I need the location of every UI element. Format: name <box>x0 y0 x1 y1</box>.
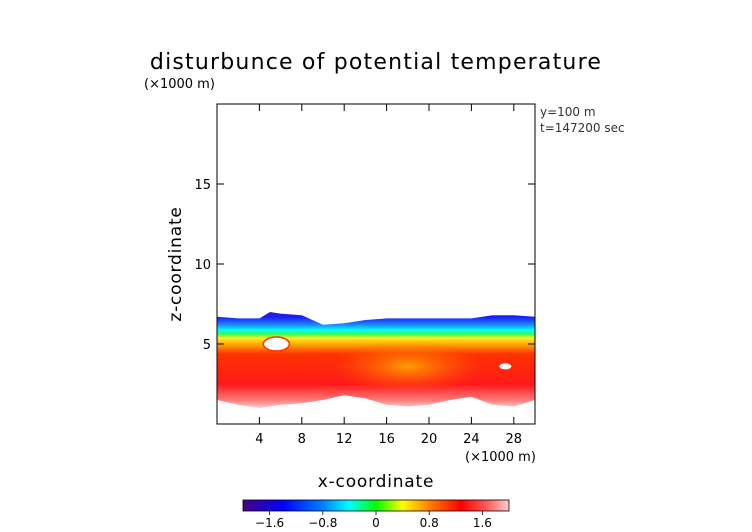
x-tick-label: 4 <box>255 432 263 447</box>
colorbar-tick-label: 1.6 <box>473 516 492 530</box>
x-axis-label: x-coordinate <box>318 472 434 492</box>
warm-core <box>332 340 483 393</box>
colorbar-tick-label: 0 <box>372 516 380 530</box>
x-tick-label: 12 <box>336 432 353 447</box>
x-axis: 4 8 12 16 20 24 28 <box>255 104 522 447</box>
y-axis: 5 10 15 <box>194 178 535 353</box>
colorbar-ticks: −1.6 −0.8 0 0.8 1.6 <box>255 511 492 530</box>
x-tick-label: 8 <box>298 432 306 447</box>
chart-title: disturbunce of potential temperature <box>150 50 602 75</box>
y-tick-label: 5 <box>203 338 211 353</box>
y-axis-label: z-coordinate <box>166 206 186 321</box>
x-tick-label: 24 <box>463 432 480 447</box>
colorbar-tick-label: −1.6 <box>255 516 284 530</box>
y-tick-label: 15 <box>194 178 211 193</box>
unit-label-bottom: (×1000 m) <box>465 450 536 465</box>
anomaly-right <box>499 363 512 370</box>
colorbar-tick-label: 0.8 <box>420 516 439 530</box>
annotation-y: y=100 m <box>540 105 596 119</box>
y-tick-label: 10 <box>194 258 211 273</box>
anomaly-left <box>262 336 291 352</box>
x-tick-label: 28 <box>506 432 523 447</box>
x-tick-label: 20 <box>421 432 438 447</box>
colorbar <box>242 499 510 512</box>
x-tick-label: 16 <box>378 432 395 447</box>
contour-field <box>217 312 535 408</box>
colorbar-tick-label: −0.8 <box>308 516 337 530</box>
annotation-t: t=147200 sec <box>540 121 625 135</box>
unit-label-top: (×1000 m) <box>144 77 215 92</box>
